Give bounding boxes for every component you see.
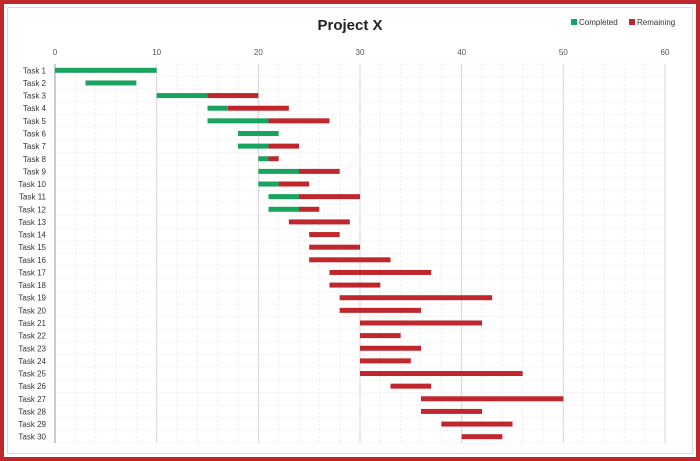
bar-remaining xyxy=(309,244,360,250)
bar-remaining xyxy=(360,358,411,364)
bar-completed xyxy=(55,67,157,73)
x-tick-label: 20 xyxy=(254,48,263,57)
bar-remaining xyxy=(268,156,279,162)
bars xyxy=(55,67,564,440)
category-label: Task 4 xyxy=(23,104,47,113)
bar-completed xyxy=(258,156,269,162)
bar-remaining xyxy=(339,307,421,313)
bar-remaining xyxy=(309,257,391,263)
bar-remaining xyxy=(288,219,350,225)
category-label: Task 27 xyxy=(18,395,46,404)
chart-title: Project X xyxy=(317,17,382,34)
bar-completed xyxy=(268,194,299,200)
bar-remaining xyxy=(268,118,330,124)
bar-completed xyxy=(238,130,279,136)
category-label: Task 5 xyxy=(23,117,47,126)
bar-remaining xyxy=(329,269,432,275)
category-label: Task 28 xyxy=(18,407,46,416)
category-label: Task 18 xyxy=(18,281,46,290)
legend: Completed Remaining xyxy=(571,18,675,27)
x-tick-label: 50 xyxy=(559,48,568,57)
category-label: Task 12 xyxy=(18,205,46,214)
category-label: Task 30 xyxy=(18,433,46,442)
bar-remaining xyxy=(360,371,523,377)
category-label: Task 13 xyxy=(18,218,46,227)
chart-area xyxy=(7,7,693,454)
bar-remaining xyxy=(299,206,320,212)
category-label: Task 24 xyxy=(18,357,46,366)
bar-remaining xyxy=(227,105,289,111)
bar-remaining xyxy=(360,320,482,326)
category-label: Task 11 xyxy=(19,193,47,202)
category-label: Task 23 xyxy=(18,344,46,353)
bar-remaining xyxy=(441,421,513,427)
x-axis-ticks: 0 10 20 30 40 50 60 xyxy=(53,48,670,57)
bar-completed xyxy=(258,168,299,174)
category-label: Task 21 xyxy=(18,319,46,328)
category-label: Task 16 xyxy=(18,256,46,265)
category-label: Task 19 xyxy=(18,294,46,303)
category-labels: Task 1 Task 2 Task 3 Task 4 Task 5 Task 6 Task… xyxy=(18,66,46,441)
x-tick-label: 30 xyxy=(356,48,365,57)
category-label: Task 22 xyxy=(18,332,46,341)
category-label: Task 20 xyxy=(18,306,46,315)
x-tick-label: 0 xyxy=(53,48,58,57)
x-tick-label: 10 xyxy=(152,48,161,57)
category-label: Task 7 xyxy=(23,142,47,151)
bar-remaining xyxy=(360,333,401,339)
bar-remaining xyxy=(339,295,493,301)
bar-completed xyxy=(207,105,228,111)
category-label: Task 8 xyxy=(23,155,47,164)
legend-label: Completed xyxy=(579,18,618,27)
bar-remaining xyxy=(390,383,432,389)
bar-remaining xyxy=(421,396,564,402)
legend-label: Remaining xyxy=(637,18,675,27)
bar-completed xyxy=(156,93,208,99)
bar-completed xyxy=(268,206,299,212)
x-tick-label: 40 xyxy=(457,48,466,57)
category-label: Task 26 xyxy=(18,382,46,391)
category-label: Task 10 xyxy=(18,180,46,189)
category-label: Task 15 xyxy=(18,243,46,252)
gridlines xyxy=(54,63,666,444)
bar-remaining xyxy=(278,181,310,187)
category-label: Task 14 xyxy=(18,231,46,240)
bar-remaining xyxy=(421,408,482,414)
category-label: Task 17 xyxy=(18,268,46,277)
legend-swatch xyxy=(629,19,635,25)
category-label: Task 3 xyxy=(23,92,47,101)
bar-completed xyxy=(258,181,279,187)
bar-remaining xyxy=(309,232,340,238)
bar-remaining xyxy=(268,143,299,149)
category-label: Task 9 xyxy=(23,167,47,176)
bar-remaining xyxy=(329,282,381,288)
bar-remaining xyxy=(299,168,340,174)
category-label: Task 29 xyxy=(18,420,46,429)
bar-completed xyxy=(207,118,269,124)
bar-remaining xyxy=(360,345,421,351)
category-label: Task 6 xyxy=(23,129,47,138)
bar-completed xyxy=(85,80,137,86)
bar-completed xyxy=(238,143,269,149)
legend-swatch xyxy=(571,19,577,25)
x-tick-label: 60 xyxy=(661,48,670,57)
category-label: Task 1 xyxy=(23,66,47,75)
bar-remaining xyxy=(207,93,259,99)
bar-remaining xyxy=(461,434,503,440)
category-label: Task 2 xyxy=(23,79,47,88)
bar-remaining xyxy=(299,194,360,200)
category-label: Task 25 xyxy=(18,370,46,379)
